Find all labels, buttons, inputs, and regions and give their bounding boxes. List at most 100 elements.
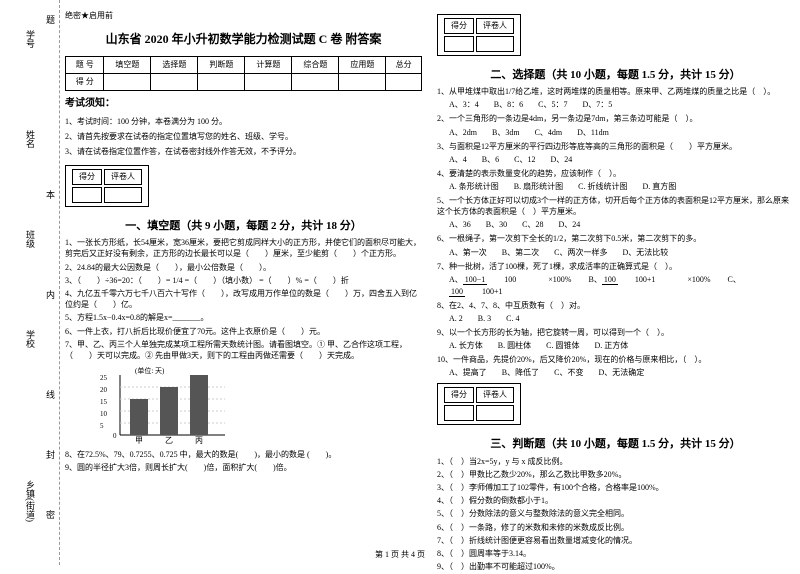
- notice-item: 1、考试时间：100 分钟，本卷满分为 100 分。: [65, 116, 422, 128]
- opt: C、不变: [554, 368, 583, 377]
- opt: A、提高了: [449, 368, 487, 377]
- scorer-cell: [104, 187, 142, 203]
- opt: A. 长方体: [449, 341, 483, 350]
- score-cell: [151, 74, 198, 91]
- opt: D、24: [558, 220, 580, 229]
- page-footer: 第 1 页 共 4 页: [0, 549, 800, 560]
- q2-2-opts: A、2dmB、3dmC、4dmD、11dm: [449, 127, 794, 139]
- row-label: 得 分: [66, 74, 104, 91]
- ytick: 25: [100, 374, 108, 382]
- opt: B、8：6: [494, 100, 523, 109]
- bar-jia: [130, 399, 148, 435]
- q3-7: 7、（ ）折线统计图便更容易看出数量增减变化的情况。: [437, 535, 794, 546]
- opt: B. 圆柱体: [498, 341, 531, 350]
- right-column: 得分 评卷人 二、选择题（共 10 小题，每题 1.5 分，共计 15 分） 1…: [437, 10, 794, 574]
- scorer-label: 评卷人: [476, 18, 514, 34]
- score-header-row: 题 号 填空题 选择题 判断题 计算题 综合题 应用题 总分: [66, 57, 422, 74]
- col-h: 应用题: [339, 57, 386, 74]
- bind-hint: 本: [45, 190, 54, 199]
- section-1-title: 一、填空题（共 9 小题，每题 2 分，共计 18 分）: [65, 218, 422, 235]
- opt: A、3：4: [449, 100, 479, 109]
- ytick: 10: [100, 410, 108, 418]
- chart-svg: (单位: 天) 25 20 15 10 5 0 甲 乙 丙: [95, 365, 235, 445]
- scorer-box: 得分 评卷人: [437, 14, 521, 56]
- q1-2: 2、24.84的最大公因数是（ ），最小公倍数是（ ）。: [65, 262, 422, 273]
- scorer-cell: [444, 36, 474, 52]
- q1-6: 6、一件上衣，打八折后比现价便宜了70元。这件上衣原价是（ ）元。: [65, 326, 422, 337]
- q3-9: 9、（ ）出勤率不可能超过100%。: [437, 561, 794, 572]
- secret-label: 绝密★启用前: [65, 10, 422, 22]
- q2-4: 4、要清楚的表示数量变化的趋势，应该制作（ ）。: [437, 168, 794, 179]
- q2-10-opts: A、提高了B、降低了C、不变D、无法确定: [449, 367, 794, 379]
- binding-margin: 学号 姓名 班级 学校 乡镇(街道) 题 本 内 线 封 密: [0, 0, 60, 565]
- score-cell: [386, 74, 422, 91]
- q2-7-opts: A、100−1100×100% B、100100+1×100% C、100100…: [449, 274, 794, 298]
- q2-7: 7、种一批树，活了100棵，死了1棵，求成活率的正确算式是（ ）。: [437, 261, 794, 272]
- section-3-title: 三、判断题（共 10 小题，每题 1.5 分，共计 15 分）: [437, 436, 794, 453]
- col-h: 计算题: [245, 57, 292, 74]
- q1-3: 3、（ ）÷36=20：（ ）= 1/4 =（ ）（填小数） =（ ）% =（ …: [65, 275, 422, 286]
- q2-2: 2、一个三角形的一条边是4dm，另一条边是7dm，第三条边可能是（ ）。: [437, 113, 794, 124]
- q1-9: 9、圆的半径扩大3倍，则周长扩大( )倍，面积扩大( )倍。: [65, 462, 422, 473]
- q2-6-opts: A、第一次B、第二次C、两次一样多D、无法比较: [449, 247, 794, 259]
- bind-hint: 内: [45, 290, 54, 299]
- q2-9-opts: A. 长方体B. 圆柱体C. 圆锥体D. 正方体: [449, 340, 794, 352]
- q2-6: 6、一根绳子，第一次剪下全长的1/2，第二次剪下0.5米，第二次剪下的多。: [437, 233, 794, 244]
- bar-label: 乙: [165, 436, 173, 445]
- bind-label: 学校: [25, 330, 34, 348]
- bind-label: 姓名: [25, 130, 34, 148]
- opt: D、11dm: [577, 128, 609, 137]
- score-cell: [104, 74, 151, 91]
- ytick: 15: [100, 398, 108, 406]
- q3-1: 1、（ ）当2x=5y，y 与 x 成反比例。: [437, 456, 794, 467]
- bar-chart: (单位: 天) 25 20 15 10 5 0 甲 乙 丙: [95, 365, 235, 445]
- bar-label: 丙: [195, 436, 203, 445]
- col-h: 总分: [386, 57, 422, 74]
- col-h: 综合题: [292, 57, 339, 74]
- q3-2: 2、（ ）甲数比乙数少20%，那么乙数比甲数多20%。: [437, 469, 794, 480]
- q2-5-opts: A、36B、30C、28D、24: [449, 219, 794, 231]
- opt: C. 折线统计图: [578, 182, 627, 191]
- opt: B. 3: [478, 314, 491, 323]
- ytick: 20: [100, 386, 108, 394]
- bind-hint: 密: [45, 510, 54, 519]
- scorer-box: 得分 评卷人: [65, 165, 149, 207]
- q3-6: 6、（ ）一条路，修了的米数和未修的米数成反比例。: [437, 522, 794, 533]
- opt: B、30: [486, 220, 507, 229]
- notice-item: 3、请在试卷指定位置作答，在试卷密封线外作答无效，不予评分。: [65, 146, 422, 158]
- scorer-label: 得分: [444, 387, 474, 403]
- q2-1: 1、从甲堆煤中取出1/7给乙堆，这时两堆煤的质量相等。原来甲、乙两堆煤的质量之比…: [437, 86, 794, 97]
- scorer-box: 得分 评卷人: [437, 383, 521, 425]
- ytick: 0: [113, 432, 117, 440]
- q2-4-opts: A. 条形统计图B. 扇形统计图C. 折线统计图D. 直方图: [449, 181, 794, 193]
- opt: B、降低了: [502, 368, 539, 377]
- opt: B、6: [482, 155, 499, 164]
- scorer-label: 评卷人: [104, 169, 142, 185]
- score-cell: [339, 74, 386, 91]
- q2-8-opts: A. 2 B. 3 C. 4: [449, 313, 794, 325]
- exam-title: 山东省 2020 年小升初数学能力检测试题 C 卷 附答案: [65, 30, 422, 48]
- bar-yi: [160, 387, 178, 435]
- opt: C、28: [522, 220, 543, 229]
- notice-item: 2、请首先按要求在试卷的指定位置填写您的姓名、班级、学号。: [65, 131, 422, 143]
- bind-label: 班级: [25, 230, 34, 248]
- bind-hint: 题: [45, 15, 54, 24]
- opt: B. 扇形统计图: [514, 182, 563, 191]
- opt: A、2dm: [449, 128, 477, 137]
- score-cell: [245, 74, 292, 91]
- q3-4: 4、（ ）假分数的倒数都小于1。: [437, 495, 794, 506]
- q1-8: 8、在72.5%、79、0.7255、0.725 中，最大的数是( )，最小的数…: [65, 449, 422, 460]
- col-h: 填空题: [104, 57, 151, 74]
- col-h: 判断题: [198, 57, 245, 74]
- col-h: 选择题: [151, 57, 198, 74]
- opt: A. 2: [449, 314, 463, 323]
- opt: C. 4: [506, 314, 519, 323]
- opt: B、3dm: [492, 128, 520, 137]
- q1-7: 7、甲、乙、丙三个人单独完成某项工程所需天数统计图。请看图填空。① 甲、乙合作这…: [65, 339, 422, 361]
- q1-5: 5、方程1.5x−0.4x=0.8的解是x=_______。: [65, 312, 422, 323]
- bind-label: 学号: [25, 30, 34, 48]
- q1-1: 1、一张长方形纸，长54厘米，宽36厘米，要把它剪成同样大小的正方形，并使它们的…: [65, 237, 422, 259]
- scorer-cell: [72, 187, 102, 203]
- opt-a: A、100−1100×100%: [449, 275, 571, 284]
- q2-5: 5、一个长方体正好可以切成3个一样的正方体，切开后每个正方体的表面积是12平方厘…: [437, 195, 794, 217]
